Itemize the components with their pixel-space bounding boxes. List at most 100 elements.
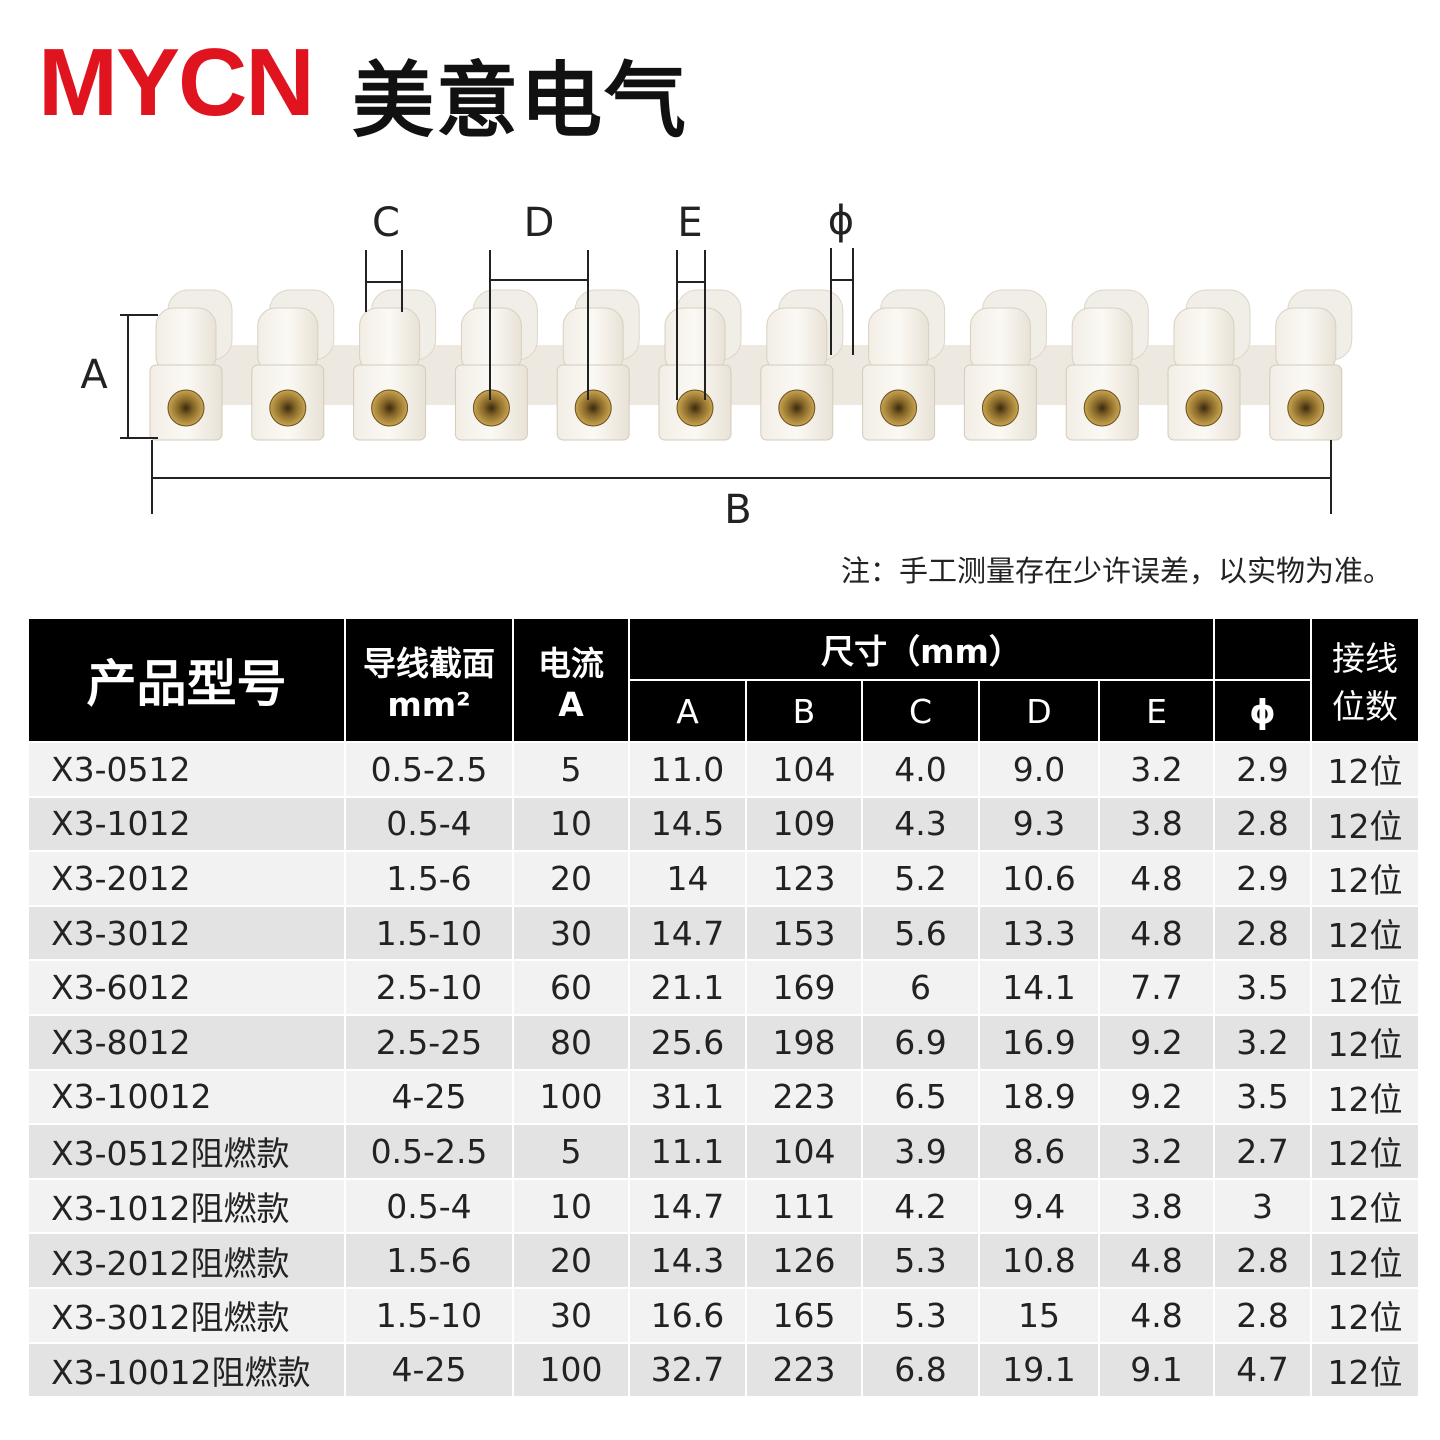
table-cell: 5	[512, 741, 630, 798]
table-cell: 3.2	[1213, 1013, 1313, 1071]
header-cell: ϕ	[1213, 679, 1313, 743]
table-cell: 5.6	[861, 904, 980, 962]
dim-label: B	[724, 487, 751, 533]
table-cell: 15	[978, 1286, 1100, 1344]
table-cell: 4.8	[1097, 1232, 1216, 1289]
table-cell: 3.9	[861, 1123, 980, 1180]
table-cell: 6.9	[861, 1013, 980, 1071]
table-cell: 9.0	[978, 741, 1100, 798]
table-row: X3-2012阻燃款 1.5-6 20 14.3 126 5.3 10.8 4.8 2.8 12位	[27, 1232, 1421, 1289]
header-text: 电流	[538, 643, 604, 683]
table-cell: 12位	[1310, 795, 1421, 853]
table-cell: 7.7	[1097, 959, 1216, 1016]
table-cell: 2.7	[1213, 1123, 1313, 1180]
table-cell: X3-1012阻燃款	[27, 1177, 346, 1235]
header-cell: A	[628, 679, 747, 743]
header-cell: C	[861, 679, 980, 743]
table-cell: 1.5-6	[344, 850, 514, 907]
table-cell: 2.8	[1213, 1232, 1313, 1289]
header-cell: 导线截面 mm²	[344, 617, 514, 743]
table-cell: 80	[512, 1013, 630, 1071]
table-cell: 4.0	[861, 741, 980, 798]
table-cell: 223	[745, 1341, 863, 1399]
table-cell: X3-0512	[27, 741, 346, 798]
table-cell: 2.8	[1213, 1286, 1313, 1344]
table-cell: 11.1	[628, 1123, 747, 1180]
terminal-top	[155, 307, 217, 375]
screw	[574, 389, 612, 427]
table-cell: 0.5-2.5	[344, 1123, 514, 1180]
table-cell: 14.1	[978, 959, 1100, 1016]
table-cell: 9.2	[1097, 1068, 1216, 1126]
screw	[371, 389, 409, 427]
table-cell: 104	[745, 741, 863, 798]
table-cell: X3-3012	[27, 904, 346, 962]
table-cell: 9.3	[978, 795, 1100, 853]
table-row: X3-8012 2.5-25 80 25.6 198 6.9 16.9 9.2 3.2 12位	[27, 1013, 1421, 1071]
table-cell: 11.0	[628, 741, 747, 798]
header-cell: 电流 A	[512, 617, 630, 743]
table-cell: 16.9	[978, 1013, 1100, 1071]
table-cell: 126	[745, 1232, 863, 1289]
dim-label: E	[677, 200, 702, 246]
table-cell: 10.8	[978, 1232, 1100, 1289]
terminal-top	[257, 307, 319, 375]
table-cell: 4.8	[1097, 850, 1216, 907]
diagram: C D E ϕ A B	[80, 198, 1353, 533]
table-cell: X3-10012	[27, 1068, 346, 1126]
table-cell: 1.5-10	[344, 1286, 514, 1344]
terminal-top	[1275, 307, 1337, 375]
screw	[167, 389, 205, 427]
brand-logo: MYCN	[38, 29, 315, 136]
table-cell: 169	[745, 959, 863, 1016]
table-cell: 123	[745, 850, 863, 907]
table-cell: 10.6	[978, 850, 1100, 907]
table-cell: 0.5-2.5	[344, 741, 514, 798]
table-cell: 12位	[1310, 1286, 1421, 1344]
table-row: X3-2012 1.5-6 20 14 123 5.2 10.6 4.8 2.9 12位	[27, 850, 1421, 907]
table-cell: 3.5	[1213, 1068, 1313, 1126]
table-cell: 12位	[1310, 1013, 1421, 1071]
screw	[1287, 389, 1325, 427]
table-cell: 4-25	[344, 1341, 514, 1399]
table-cell: 13.3	[978, 904, 1100, 962]
dim-label: D	[524, 200, 555, 246]
screw	[880, 389, 918, 427]
table-cell: 1.5-6	[344, 1232, 514, 1289]
table-cell: 4.8	[1097, 904, 1216, 962]
table-cell: X3-8012	[27, 1013, 346, 1071]
table-cell: 20	[512, 1232, 630, 1289]
table-cell: 9.2	[1097, 1013, 1216, 1071]
table-cell: X3-1012	[27, 795, 346, 853]
terminal-top	[562, 307, 624, 375]
strip-base	[160, 345, 1335, 405]
table-cell: 109	[745, 795, 863, 853]
screw	[778, 389, 816, 427]
table-cell: 4-25	[344, 1068, 514, 1126]
terminal-top	[359, 307, 421, 375]
screw	[676, 389, 714, 427]
table-cell: X3-2012	[27, 850, 346, 907]
table-cell: 3.8	[1097, 795, 1216, 853]
table-cell: 16.6	[628, 1286, 747, 1344]
dim-label: C	[372, 200, 400, 246]
header-cell: 产品型号	[27, 617, 346, 743]
dimension-lines	[120, 248, 1332, 514]
table-cell: 0.5-4	[344, 1177, 514, 1235]
table-cell: 5.3	[861, 1232, 980, 1289]
table-cell: 9.1	[1097, 1341, 1216, 1399]
table-row: X3-0512阻燃款 0.5-2.5 5 11.1 104 3.9 8.6 3.2 2.7 12位	[27, 1123, 1421, 1180]
table-row: X3-1012 0.5-4 10 14.5 109 4.3 9.3 3.8 2.8 12位	[27, 795, 1421, 853]
table-cell: 12位	[1310, 850, 1421, 907]
table-cell: 14.5	[628, 795, 747, 853]
table-cell: 31.1	[628, 1068, 747, 1126]
table-cell: 12位	[1310, 1177, 1421, 1235]
table-row: X3-1012阻燃款 0.5-4 10 14.7 111 4.2 9.4 3.8 3 12位	[27, 1177, 1421, 1235]
table-cell: 3	[1213, 1177, 1313, 1235]
header-cell: 尺寸（mm）	[627, 617, 1216, 681]
screw	[472, 389, 510, 427]
table-cell: 14.3	[628, 1232, 747, 1289]
table-cell: 14	[628, 850, 747, 907]
